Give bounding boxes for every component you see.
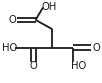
Text: HO: HO	[2, 43, 17, 53]
Text: O: O	[92, 43, 100, 53]
Text: HO: HO	[71, 61, 87, 71]
Text: O: O	[8, 15, 16, 25]
Text: OH: OH	[41, 2, 57, 12]
Text: O: O	[30, 61, 38, 71]
